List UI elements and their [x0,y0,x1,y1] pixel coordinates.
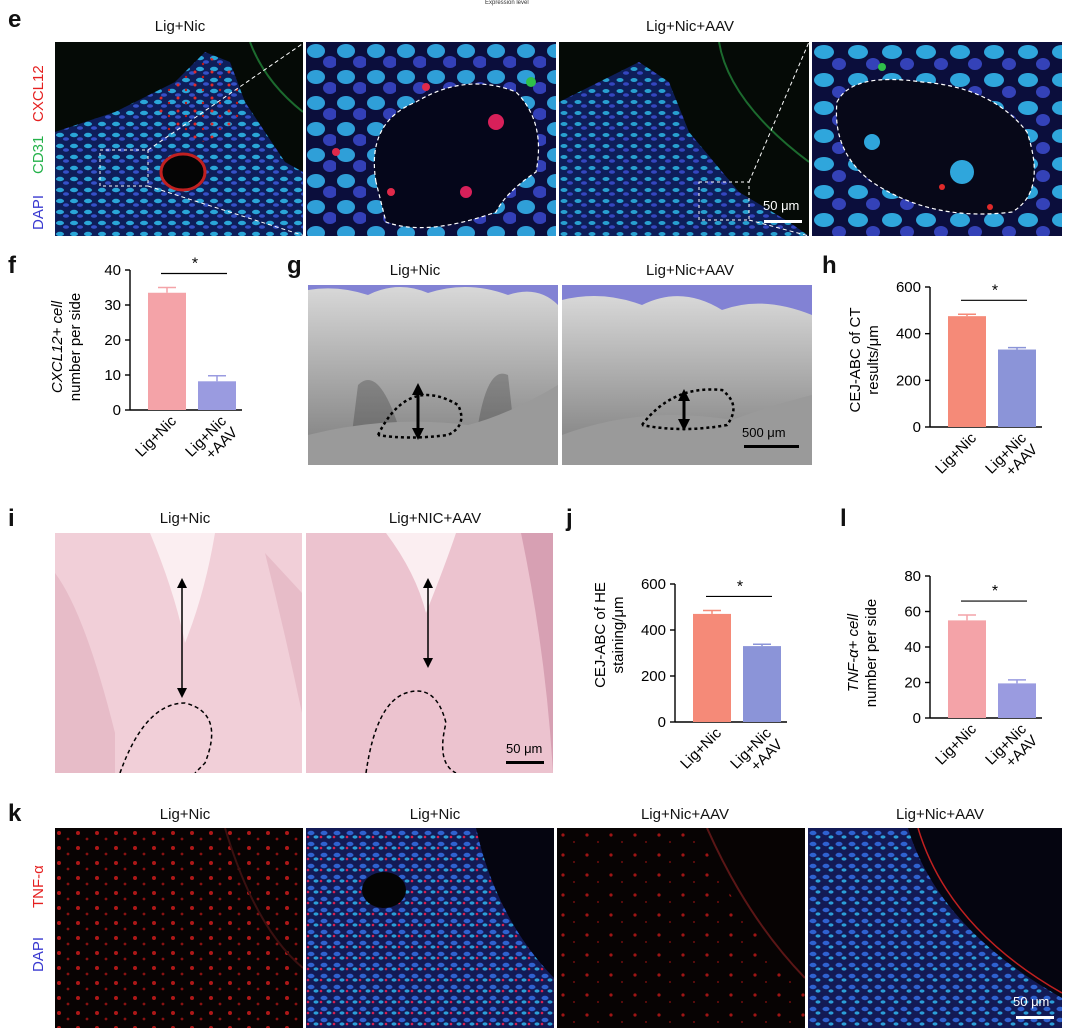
panel-letter-i: i [8,505,15,532]
channel-label-cxcl12: CXCL12 [30,65,47,122]
panel-k-title-1: Lig+Nic [159,806,211,823]
chart-f: 0 10 20 30 40 Lig+Nic Lig+Nic+AAV * CXCL12+ cell… [49,256,242,471]
significance-marker: * [192,256,198,273]
y-tick-label: 600 [896,279,921,296]
x-category-label-1: Lig+Nic+AAV [982,720,1041,779]
panel-letter-l: l [840,505,847,532]
y-tick-label: 0 [113,402,121,419]
y-axis-label: CXCL12+ cellnumber per side [49,293,84,401]
micrograph-k-lignic-tnf [55,828,303,1028]
y-tick-label: 400 [641,622,666,639]
significance-marker: * [737,578,743,595]
x-category-label-0: Lig+Nic [932,720,980,768]
y-tick-label: 0 [913,419,921,436]
chart-j: 0 200 400 600 Lig+Nic Lig+Nic+AAV * CEJ-ABC of … [592,576,787,783]
y-tick-label: 60 [904,604,921,621]
panel-e-title-2: Lig+Nic+AAV [645,18,735,35]
x-category-label-0: Lig+Nic [132,412,180,460]
panel-g-title-2: Lig+Nic+AAV [645,262,735,279]
y-tick-label: 20 [104,332,121,349]
micrograph-k-lignic-aav-tnf [557,828,805,1028]
panel-letter-k: k [8,800,22,827]
x-category-label-1: Lig+Nic+AAV [182,412,241,471]
scale-bar-e [764,220,802,223]
bar-1 [198,381,236,410]
y-tick-label: 20 [904,675,921,692]
micrograph-k-lignic-aav-merge: 50 μm [808,828,1062,1028]
significance-marker: * [992,282,998,299]
scale-label-i: 50 μm [506,741,543,756]
y-tick-label: 0 [658,714,666,731]
y-tick-label: 80 [904,568,921,585]
chart-l: 0 20 40 60 80 Lig+Nic Lig+Nic+AAV * TNF-α+ celln… [845,568,1042,779]
y-tick-label: 30 [104,297,121,314]
micrograph-e-lignic-zoom [306,42,556,236]
ct-render-lignic [308,285,558,465]
micrograph-e-lignic-overview [55,42,303,236]
scale-label-k: 50 μm [1013,994,1050,1009]
panel-letter-e: e [8,6,22,33]
significance-marker: * [992,583,998,600]
panel-k-title-2: Lig+Nic [409,806,461,823]
panel-i-title-2: Lig+NIC+AAV [388,510,482,527]
channel-label-dapi-k: DAPI [30,936,47,972]
panel-k-title-4: Lig+Nic+AAV [895,806,985,823]
channel-label-cd31: CD31 [30,135,47,174]
y-axis-label: CEJ-ABC of CTresults/μm [847,307,882,412]
panel-letter-j: j [566,505,573,532]
bar-0 [693,613,731,722]
channel-label-tnf: TNF-α [30,865,47,908]
x-category-label-1: Lig+Nic+AAV [982,429,1041,488]
panel-letter-g: g [287,252,302,279]
chart-h: 0 200 400 600 Lig+Nic Lig+Nic+AAV * CEJ-ABC of … [847,279,1042,488]
x-category-label-0: Lig+Nic [932,429,980,477]
x-category-label-0: Lig+Nic [677,724,725,772]
bar-0 [148,292,186,410]
panel-letter-h: h [822,252,837,279]
panel-k-title-3: Lig+Nic+AAV [640,806,730,823]
scale-label-e: 50 μm [763,198,800,213]
header-fragment: Expression level [485,0,529,6]
y-tick-label: 600 [641,576,666,593]
y-axis-label: TNF-α+ cellnumber per side [845,599,880,707]
y-tick-label: 200 [641,668,666,685]
ct-render-lignic-aav: 500 μm [562,285,812,465]
y-axis-label: CEJ-ABC of HEstaining/μm [592,582,627,688]
micrograph-k-lignic-merge [306,828,554,1028]
micrograph-e-lignic-aav-zoom [812,42,1062,236]
panel-e-title-1: Lig+Nic [154,18,206,35]
panel-letter-f: f [8,252,16,279]
y-tick-label: 10 [104,367,121,384]
y-tick-label: 200 [896,372,921,389]
he-stain-lignic [55,533,302,773]
bar-0 [948,316,986,427]
he-stain-lignic-aav: 50 μm [306,533,553,773]
y-tick-label: 40 [104,262,121,279]
scale-bar-k [1016,1016,1054,1019]
y-tick-label: 400 [896,326,921,343]
scale-label-g: 500 μm [742,425,786,440]
y-tick-label: 0 [913,710,921,727]
panel-g-title-1: Lig+Nic [389,262,441,279]
channel-label-dapi: DAPI [30,194,47,230]
x-category-label-1: Lig+Nic+AAV [727,724,786,783]
bar-1 [998,349,1036,427]
micrograph-e-lignic-aav-overview: 50 μm [559,42,809,236]
bar-1 [998,683,1036,718]
bar-1 [743,646,781,722]
bar-0 [948,620,986,718]
y-tick-label: 40 [904,639,921,656]
panel-i-title-1: Lig+Nic [159,510,211,527]
